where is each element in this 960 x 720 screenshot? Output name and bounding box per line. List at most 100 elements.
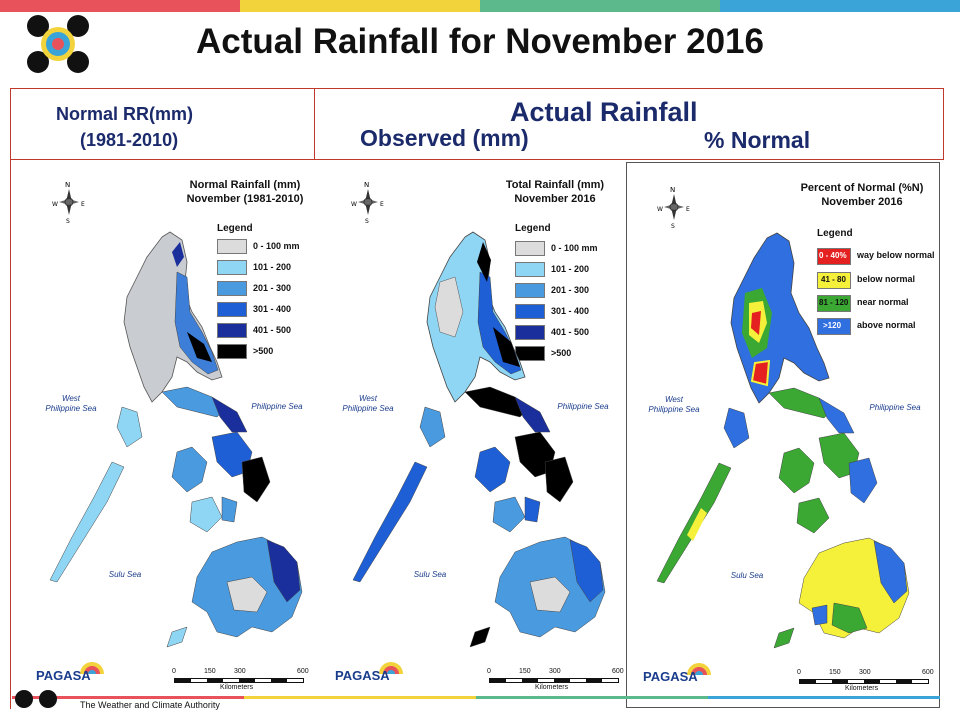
legend-label: 301 - 400 <box>551 306 590 316</box>
scale-tick: 0 <box>797 669 801 676</box>
legend-label: 401 - 500 <box>551 327 590 337</box>
sea-label-sulu: Sulu Sea <box>413 570 447 579</box>
map-title-line1: Normal Rainfall (mm) <box>189 179 301 191</box>
svg-text:E: E <box>81 201 85 208</box>
compass-icon: N S W E <box>657 185 691 234</box>
scale-tick: 150 <box>829 669 841 676</box>
scale-tick: 300 <box>549 668 561 675</box>
agency-logo <box>26 14 90 74</box>
normal-header-line2: (1981-2010) <box>80 130 179 150</box>
legend-title: Legend <box>515 223 551 234</box>
scale-tick: 0 <box>172 668 176 675</box>
sea-label-east: Philippine Sea <box>869 403 921 412</box>
normal-header-line1: Normal RR(mm) <box>56 104 194 124</box>
legend-swatch <box>217 302 247 317</box>
legend-label: >500 <box>551 348 572 358</box>
svg-text:W: W <box>657 206 663 213</box>
legend-swatch <box>515 325 545 340</box>
pagasa-logo-icon <box>80 662 104 674</box>
compass-icon: N S W E <box>351 180 385 229</box>
legend-label: 201 - 300 <box>551 285 590 295</box>
pagasa-logo: PAGASA <box>329 654 409 688</box>
legend-swatch <box>217 260 247 275</box>
legend-swatch <box>817 295 851 312</box>
sea-label-west-line1: West <box>358 394 378 403</box>
map-title-line1: Percent of Normal (%N) <box>800 182 924 194</box>
map-title: Percent of Normal (%N) November 2016 <box>787 181 937 209</box>
legend-swatch <box>217 281 247 296</box>
map-panel-percent-normal: N S W E Percent of Normal (%N) November … <box>626 162 940 708</box>
map-panel-normal: N S W E Normal Rainfall (mm) November (1… <box>12 162 314 708</box>
legend-label: >500 <box>253 346 274 356</box>
scale-tick: 150 <box>519 668 531 675</box>
svg-text:S: S <box>671 223 675 229</box>
legend-swatch <box>817 272 851 289</box>
sea-label-west: West Philippine Sea <box>333 394 403 414</box>
pagasa-logo-text: PAGASA <box>643 669 698 684</box>
top-stripe-green <box>480 0 720 12</box>
legend-swatch <box>217 344 247 359</box>
legend-label: way below normal <box>857 250 935 260</box>
map-title-line2: November 2016 <box>821 196 903 208</box>
legend-swatch-label: >120 <box>823 321 842 330</box>
scale-tick: 300 <box>234 668 246 675</box>
scale-bar-line <box>799 679 929 684</box>
scale-bar-line <box>174 678 304 683</box>
svg-text:N: N <box>364 181 369 189</box>
map-title-line2: November (1981-2010) <box>186 193 304 205</box>
scale-bar: 0 150 300 600 Kilometers <box>487 668 624 698</box>
sea-label-west-line1: West <box>664 395 684 404</box>
map-title: Total Rainfall (mm) November 2016 <box>490 178 620 206</box>
svg-text:S: S <box>365 218 369 224</box>
legend-title: Legend <box>217 223 253 234</box>
legend-label: 201 - 300 <box>253 283 292 293</box>
legend-swatch-label: 0 - 40% <box>819 251 847 260</box>
legend-swatch <box>217 239 247 254</box>
legend-label: above normal <box>857 320 916 330</box>
pagasa-logo: PAGASA <box>30 654 110 688</box>
sea-label-east: Philippine Sea <box>251 402 303 411</box>
philippines-map <box>352 231 606 648</box>
scale-bar: 0 150 300 600 Kilometers <box>172 668 309 698</box>
actual-header-box <box>314 88 944 160</box>
observed-header: Observed (mm) <box>360 125 529 151</box>
sea-label-east: Philippine Sea <box>557 402 609 411</box>
scale-bar-line <box>489 678 619 683</box>
legend-swatch <box>217 323 247 338</box>
bottom-stripe <box>12 696 940 699</box>
svg-text:S: S <box>66 218 70 224</box>
top-stripe-yellow <box>240 0 480 12</box>
philippines-map <box>656 232 910 649</box>
scale-unit: Kilometers <box>220 684 254 691</box>
legend-swatch-label: 81 - 120 <box>819 298 849 307</box>
left-frame-line <box>10 159 12 709</box>
map-panel-observed: N S W E Total Rainfall (mm) November 201… <box>315 162 625 708</box>
sea-label-west-line2: Philippine Sea <box>648 405 700 414</box>
scale-tick: 150 <box>204 668 216 675</box>
legend-swatch <box>515 241 545 256</box>
legend-label: 101 - 200 <box>551 264 590 274</box>
map-title: Normal Rainfall (mm) November (1981-2010… <box>180 178 310 206</box>
legend-label: below normal <box>857 274 916 284</box>
sea-label-west-line1: West <box>61 394 81 403</box>
sea-label-west: West Philippine Sea <box>639 395 709 415</box>
scale-unit: Kilometers <box>845 685 879 692</box>
legend-swatch <box>817 318 851 335</box>
compass-icon: N S W E <box>52 180 86 229</box>
sea-label-sulu: Sulu Sea <box>108 570 142 579</box>
sea-label-sulu: Sulu Sea <box>730 571 764 580</box>
footer-logo-mark <box>14 686 60 712</box>
scale-tick: 600 <box>297 668 309 675</box>
sea-label-west: West Philippine Sea <box>36 394 106 414</box>
legend-label: 401 - 500 <box>253 325 292 335</box>
scale-tick: 600 <box>612 668 624 675</box>
pagasa-logo-text: PAGASA <box>335 668 390 683</box>
legend-label: 301 - 400 <box>253 304 292 314</box>
sea-label-west-line2: Philippine Sea <box>342 404 394 413</box>
legend-title: Legend <box>817 228 853 239</box>
map-title-line1: Total Rainfall (mm) <box>505 179 605 191</box>
footer-tagline: The Weather and Climate Authority <box>80 700 220 710</box>
svg-text:W: W <box>52 201 58 208</box>
legend-swatch <box>515 283 545 298</box>
svg-text:N: N <box>65 181 70 189</box>
